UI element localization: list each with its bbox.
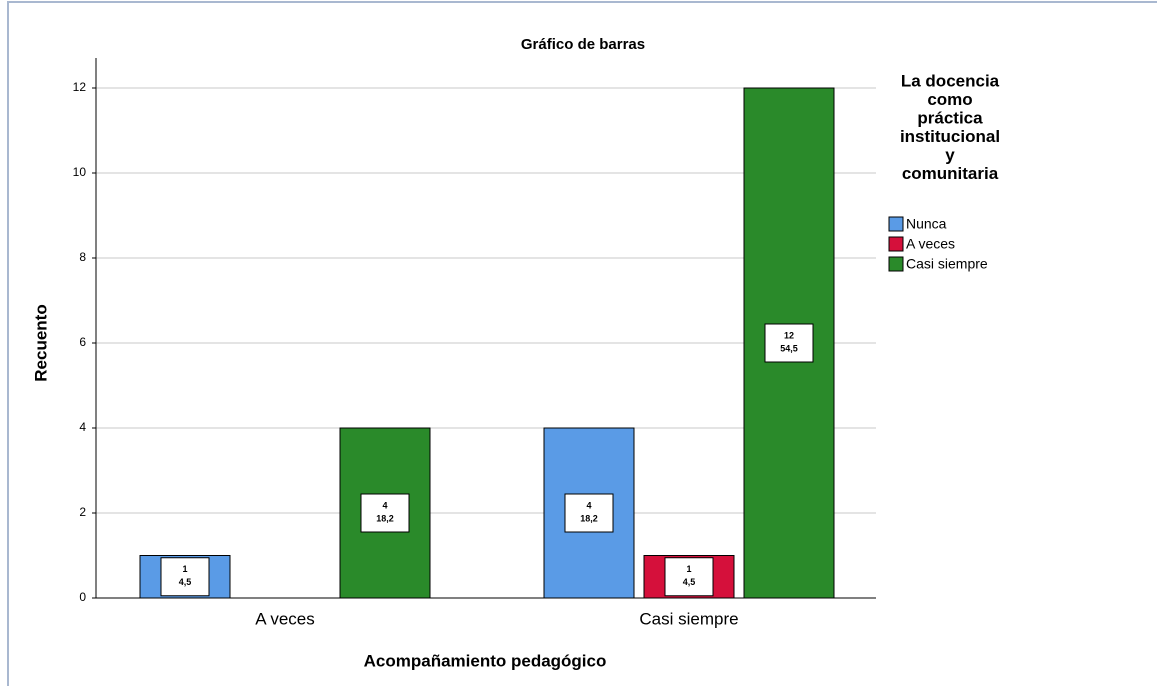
legend-title: comunitaria bbox=[902, 164, 999, 183]
legend-swatch bbox=[888, 236, 904, 252]
data-label: 4 bbox=[586, 500, 591, 510]
data-label-percent: 4,5 bbox=[179, 577, 192, 587]
data-label-box bbox=[564, 493, 614, 533]
y-tick-label: 6 bbox=[79, 335, 86, 349]
data-label-percent: 18,2 bbox=[580, 513, 598, 523]
data-label-percent: 4,5 bbox=[683, 577, 696, 587]
y-tick-label: 4 bbox=[79, 420, 86, 434]
data-label: 12 bbox=[784, 330, 794, 340]
x-tick-label: A veces bbox=[255, 609, 315, 628]
y-tick-label: 8 bbox=[79, 250, 86, 264]
y-axis-title: Recuento bbox=[31, 304, 50, 381]
legend-label: A veces bbox=[906, 236, 955, 252]
data-label: 1 bbox=[686, 564, 691, 574]
data-label-percent: 18,2 bbox=[376, 513, 394, 523]
data-label-box bbox=[360, 493, 410, 533]
data-label: 4 bbox=[382, 500, 387, 510]
legend-swatch bbox=[888, 256, 904, 272]
legend-swatch bbox=[888, 216, 904, 232]
y-tick-label: 12 bbox=[73, 80, 87, 94]
legend-title: La docencia bbox=[901, 71, 1000, 90]
data-label-percent: 54,5 bbox=[780, 343, 798, 353]
legend-label: Casi siempre bbox=[906, 256, 988, 272]
y-tick-label: 10 bbox=[73, 165, 87, 179]
chart-title: Gráfico de barras bbox=[521, 36, 645, 53]
x-axis-title: Acompañamiento pedagógico bbox=[364, 651, 607, 670]
legend-label: Nunca bbox=[906, 216, 947, 232]
data-label: 1 bbox=[182, 564, 187, 574]
y-tick-label: 0 bbox=[79, 590, 86, 604]
legend-title: práctica bbox=[917, 108, 983, 127]
data-label-box bbox=[664, 557, 714, 597]
data-label-box bbox=[764, 323, 814, 363]
x-tick-label: Casi siempre bbox=[639, 609, 738, 628]
legend-title: y bbox=[945, 145, 955, 164]
legend-title: como bbox=[927, 90, 972, 109]
data-label-box bbox=[160, 557, 210, 597]
y-tick-label: 2 bbox=[79, 505, 86, 519]
legend-title: institucional bbox=[900, 127, 1000, 146]
